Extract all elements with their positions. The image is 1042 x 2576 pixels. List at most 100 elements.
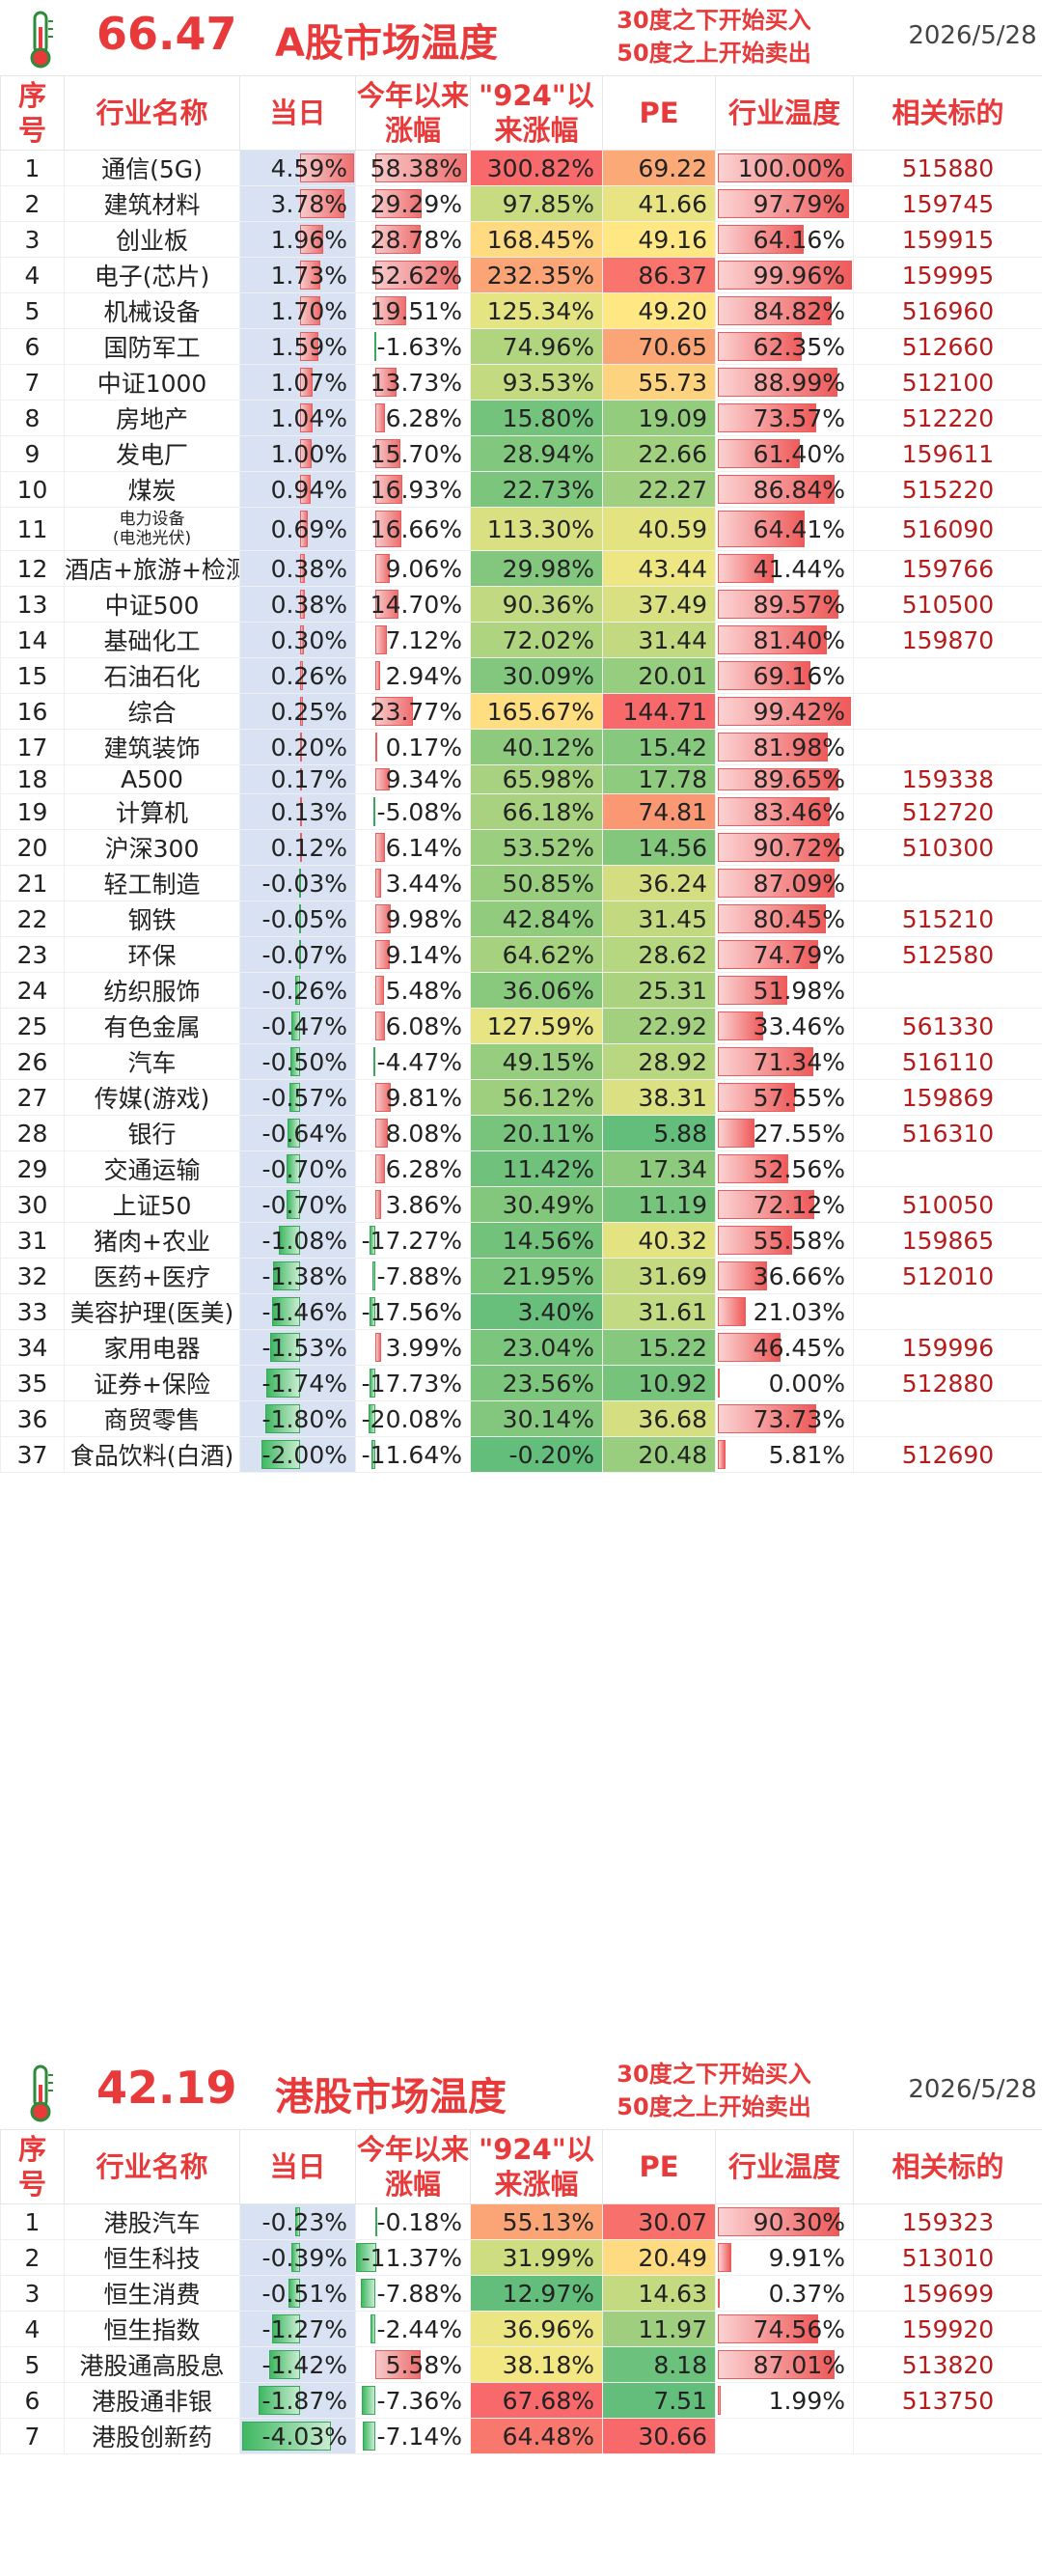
today-change-bar [288,2279,300,2308]
related-fund-cell-value: 510300 [901,833,995,862]
related-fund-cell [853,865,1042,901]
table-row: 5 机械设备 1.70% 19.51% 125.34% 49.20 84.82% 516960 [0,292,1042,329]
ytd-change-cell-value: 23.77% [370,697,462,726]
ytd-change-cell-value: 15.70% [370,439,462,468]
since924-cell: 20.11% [470,1115,603,1151]
seq-cell-value: 17 [16,733,48,762]
since924-cell: 22.73% [470,471,603,508]
related-fund-cell-value: 159338 [901,765,995,793]
seq-cell-value: 3 [24,2279,41,2308]
since924-cell-value: 28.94% [502,439,594,468]
related-fund-cell [853,729,1042,765]
related-fund-cell-value: 512580 [901,940,995,969]
related-fund-cell: 516960 [853,292,1042,329]
related-fund-cell: 510050 [853,1186,1042,1223]
ytd-change-bar [373,797,376,826]
seq-cell-value: 2 [24,2243,41,2272]
industry-temp-cell-value: 89.65% [753,765,845,793]
since924-cell-value: 49.15% [502,1047,594,1076]
seq-cell-value: 6 [24,2386,41,2415]
since924-cell-value: 300.82% [486,153,594,182]
ytd-change-bar [362,2386,375,2415]
ytd-change-cell: 13.73% [355,364,471,401]
industry-temp-cell: 51.98% [715,972,854,1009]
related-fund-cell-value: 159611 [901,439,995,468]
today-change-cell-value: -0.23% [261,2207,347,2236]
pe-cell-value: 31.44 [638,625,707,654]
ytd-change-cell-value: 3.86% [385,1190,462,1219]
seq-cell-value: 23 [16,940,48,969]
ytd-change-cell-value: -5.08% [376,797,462,826]
industry-temp-cell [715,2418,854,2454]
today-change-bar [300,261,321,290]
industry-temp-cell-value: 55.58% [753,1226,845,1255]
pe-cell: 25.31 [602,972,716,1009]
seq-cell: 21 [0,865,65,901]
since924-cell-value: 30.09% [502,661,594,690]
pe-cell-value: 28.92 [638,1047,707,1076]
seq-cell-value: 21 [16,869,48,898]
seq-cell: 3 [0,2275,65,2312]
today-change-cell: -1.87% [239,2382,356,2419]
industry-name-cell-value: 猪肉+农业 [94,1228,210,1256]
industry-temp-cell: 83.46% [715,793,854,830]
industry-temp-cell: 27.55% [715,1115,854,1151]
pe-cell-value: 30.07 [638,2207,707,2236]
today-change-bar [294,2207,300,2236]
today-change-cell: -0.03% [239,865,356,901]
today-change-cell: 0.94% [239,471,356,508]
today-change-cell: -0.26% [239,972,356,1009]
table-row: 29 交通运输 -0.70% 6.28% 11.42% 17.34 52.56% [0,1150,1042,1187]
header-col-ytd: 今年以来 涨幅 [355,2129,471,2204]
industry-temp-cell: 87.01% [715,2346,854,2383]
since924-cell: 11.42% [470,1150,603,1187]
industry-temp-cell-value: 21.03% [753,1297,845,1326]
pe-cell: 74.81 [602,793,716,830]
today-change-cell: 0.38% [239,586,356,623]
industry-temp-cell: 74.56% [715,2311,854,2347]
today-change-cell-value: -0.07% [261,940,347,969]
industry-temp-cell-value: 88.99% [753,368,845,397]
industry-temp-cell: 64.41% [715,507,854,551]
today-change-cell-value: 0.12% [270,833,347,862]
since924-cell: 12.97% [470,2275,603,2312]
seq-cell-value: 25 [16,1011,48,1040]
related-fund-cell: 159995 [853,257,1042,293]
related-fund-cell-value: 516310 [901,1119,995,1148]
since924-cell-value: 97.85% [502,189,594,218]
ytd-change-cell-value: -11.37% [361,2243,462,2272]
related-fund-cell: 512690 [853,1436,1042,1473]
related-fund-cell-value: 159745 [901,189,995,218]
industry-name-cell-value: 发电厂 [115,441,188,469]
industry-temp-bar [718,1083,795,1112]
ytd-change-cell: 9.81% [355,1079,471,1116]
ytd-change-cell-value: -1.63% [376,332,462,361]
related-fund-cell-value: 513820 [901,2350,995,2379]
related-fund-cell: 561330 [853,1008,1042,1044]
pe-cell: 70.65 [602,328,716,365]
industry-temp-bar [718,697,852,726]
today-change-bar [260,1440,300,1469]
seq-cell-value: 22 [16,904,48,933]
seq-cell: 33 [0,1293,65,1330]
related-fund-cell: 159699 [853,2275,1042,2312]
today-change-cell-value: 4.59% [270,153,347,182]
ytd-change-bar [375,403,386,432]
industry-temp-bar [718,1154,789,1183]
pe-cell: 41.66 [602,185,716,222]
industry-name-cell-value: 轻工制造 [103,871,201,899]
industry-temp-bar [718,869,836,898]
pe-cell: 20.48 [602,1436,716,1473]
industry-name-cell: 轻工制造 [64,865,240,901]
pe-cell: 11.19 [602,1186,716,1223]
pe-cell: 8.18 [602,2346,716,2383]
industry-temp-bar [718,475,835,504]
market-temperature: 42.19 [96,2062,237,2114]
today-change-cell-value: -0.70% [261,1154,347,1183]
ytd-change-cell-value: -20.08% [361,1404,462,1433]
industry-temp-cell-value: 64.41% [753,514,845,543]
industry-temp-cell-value: 87.09% [753,869,845,898]
since924-cell-value: 56.12% [502,1083,594,1112]
today-change-cell: 0.38% [239,550,356,587]
ytd-change-cell-value: -7.88% [376,2279,462,2308]
